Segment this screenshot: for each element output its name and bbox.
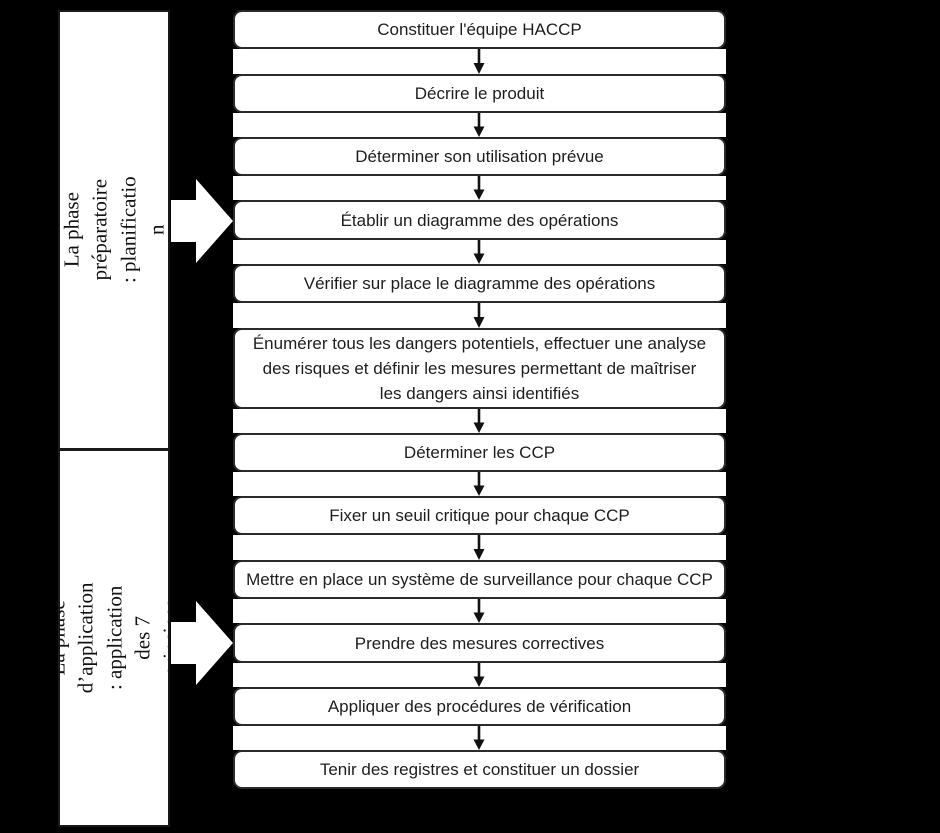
down-arrow-icon (472, 535, 486, 560)
step-label: Prendre des mesures correctives (354, 633, 605, 653)
block-arrow-right-icon (171, 179, 233, 263)
step-box-4: Établir un diagramme des opérations (233, 200, 726, 240)
step-box-10: Prendre des mesures correctives (233, 623, 726, 663)
step-label: Appliquer des procédures de vérification (327, 697, 632, 716)
step-label: Tenir des registres et constituer un dos… (319, 760, 640, 779)
step-label: Mettre en place un système de surveillan… (246, 570, 713, 589)
phase-preparatoire-box: La phase préparatoire : planificatio n (58, 10, 170, 450)
phase-application-box: La phase d’application : application des… (58, 449, 170, 827)
step-box-12: Tenir des registres et constituer un dos… (233, 750, 726, 789)
step-box-11: Appliquer des procédures de vérification (233, 687, 726, 726)
down-arrow-icon (472, 409, 486, 433)
down-arrow-icon (472, 303, 486, 328)
phase-preparatoire-label: La phase préparatoire : planificatio n (59, 166, 169, 284)
step-label: Déterminer les CCP (403, 443, 556, 462)
step-box-1: Constituer l'équipe HACCP (233, 10, 726, 49)
step-box-8: Fixer un seuil critique pour chaque CCP (233, 496, 726, 535)
step-box-3: Déterminer son utilisation prévue (233, 137, 726, 176)
step-box-5: Vérifier sur place le diagramme des opér… (233, 264, 726, 303)
step-box-6: Énumérer tous les dangers potentiels, ef… (233, 328, 726, 409)
phase-application-label: La phase d’application : application des… (58, 582, 170, 694)
down-arrow-icon (472, 599, 486, 623)
down-arrow-icon (472, 472, 486, 496)
down-arrow-icon (472, 726, 486, 750)
block-arrow-right-icon (171, 601, 233, 685)
step-box-7: Déterminer les CCP (233, 433, 726, 472)
down-arrow-icon (472, 113, 486, 137)
down-arrow-icon (472, 663, 486, 687)
step-label: Constituer l'équipe HACCP (377, 20, 582, 39)
step-label: Déterminer son utilisation prévue (355, 147, 604, 166)
step-box-9: Mettre en place un système de surveillan… (233, 560, 726, 599)
step-label: Énumérer tous les dangers potentiels, ef… (252, 334, 707, 403)
step-label: Fixer un seuil critique pour chaque CCP (329, 506, 630, 525)
step-label: Vérifier sur place le diagramme des opér… (303, 274, 656, 293)
step-label: Établir un diagramme des opérations (340, 210, 619, 230)
down-arrow-icon (472, 240, 486, 264)
step-box-2: Décrire le produit (233, 74, 726, 113)
down-arrow-icon (472, 176, 486, 200)
step-label: Décrire le produit (414, 84, 545, 103)
down-arrow-icon (472, 49, 486, 74)
